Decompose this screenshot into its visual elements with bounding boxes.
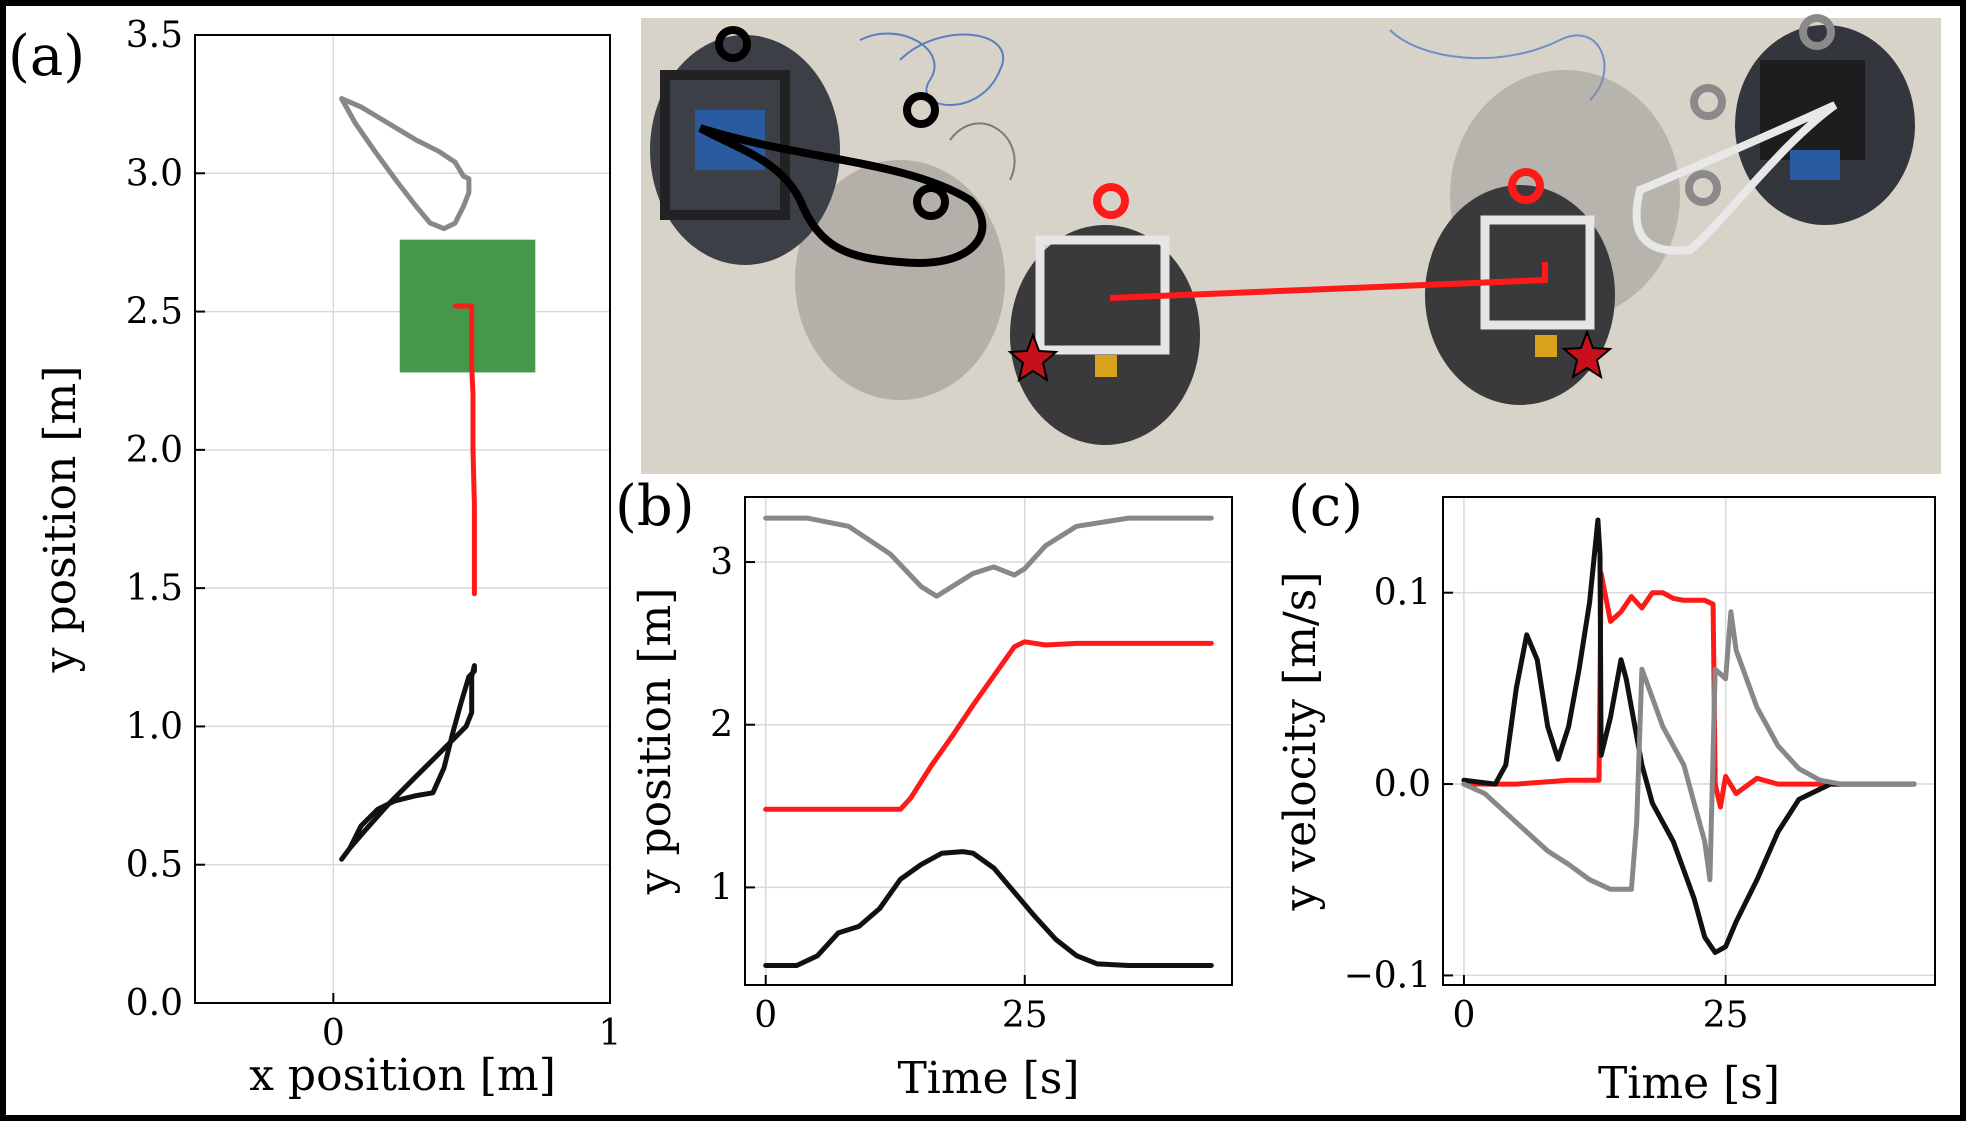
x-axis-label: Time [s] (1598, 1058, 1780, 1109)
y-tick-label: 1.5 (126, 568, 183, 609)
ring-marker-icon (1799, 14, 1835, 50)
ring-marker-icon (1685, 170, 1721, 206)
series-line-3 (763, 849, 1214, 968)
y-tick-label: 3.0 (126, 153, 183, 194)
series-line-3 (1461, 609, 1917, 892)
y-tick-label: 1 (710, 867, 733, 908)
series-line-2 (1461, 517, 1917, 955)
y-axis-label: y position [m] (630, 588, 681, 896)
panel-label: (b) (615, 474, 695, 539)
series-line-3 (339, 96, 472, 232)
axes-frame (194, 34, 611, 1004)
photo-trajectory-black (698, 124, 987, 268)
y-tick-label: 1.0 (126, 706, 183, 747)
chart-b: 0 25 1 2 3 Time [s] y position [m] (b) (615, 474, 1233, 1104)
robot-red-start (1010, 225, 1200, 445)
series-line-1 (763, 515, 1214, 599)
panel-label: (a) (8, 24, 85, 89)
y-axis-label: y position [m] (35, 366, 86, 674)
panel-label: (c) (1288, 474, 1363, 539)
y-tick-label: 2 (710, 705, 733, 746)
y-tick-label: 0.5 (126, 845, 183, 886)
x-axis-label: x position [m] (249, 1050, 556, 1101)
plot-area (1443, 497, 1935, 985)
y-tick-label: 2.5 (126, 292, 183, 333)
plot-area (195, 35, 610, 1003)
series-line-2 (339, 663, 477, 862)
y-tick-label: 0.1 (1374, 573, 1431, 614)
overhead-photo (641, 14, 1941, 474)
y-axis-label: y velocity [m/s] (1275, 571, 1326, 911)
x-tick-label: 0 (322, 1013, 345, 1054)
robot-red-end (1425, 185, 1615, 405)
star-icon (1561, 329, 1613, 380)
cable-icon (1389, 29, 1606, 101)
x-axis-label: Time [s] (897, 1053, 1079, 1104)
photo-trajectory-red (1109, 262, 1548, 301)
robot-ghost (795, 160, 1005, 400)
chart-a: 0 1 0.0 0.5 1.0 1.5 2.0 2.5 3.0 3.5 x position [m]… (8, 15, 621, 1101)
ring-marker-icon (1508, 168, 1544, 204)
y-tick-label: 2.0 (126, 430, 183, 471)
axes-frame (1442, 496, 1936, 986)
series-line-1 (452, 303, 477, 597)
x-tick-label: 0 (1452, 995, 1475, 1036)
ring-marker-icon (913, 184, 949, 220)
photo-floor (641, 18, 1941, 474)
ring-marker-icon (715, 26, 751, 62)
x-tick-label: 0 (754, 995, 777, 1036)
ring-marker-icon (903, 92, 939, 128)
y-tick-label: 3.5 (126, 15, 183, 56)
robot-gray-start (1735, 25, 1915, 225)
series-line-2 (763, 639, 1214, 812)
cable-icon (949, 122, 1016, 181)
x-tick-label: 1 (599, 1013, 622, 1054)
y-tick-label: 0.0 (1374, 764, 1431, 805)
cable-icon (859, 32, 1004, 106)
photo-trajectory-gray (1632, 101, 1838, 255)
x-tick-label: 25 (1703, 995, 1749, 1036)
ring-marker-icon (1690, 84, 1726, 120)
chart-c: 0 25 −0.1 0.0 0.1 Time [s] y velocity [m/s] (c) (1275, 474, 1936, 1109)
axes-frame (744, 496, 1233, 986)
y-tick-label: −0.1 (1344, 955, 1431, 996)
ring-marker-icon (1093, 183, 1129, 219)
star-icon (1007, 332, 1059, 383)
y-tick-label: 3 (710, 542, 733, 583)
y-tick-label: 0.0 (126, 983, 183, 1024)
x-tick-label: 25 (1002, 995, 1048, 1036)
plot-area (745, 497, 1232, 985)
